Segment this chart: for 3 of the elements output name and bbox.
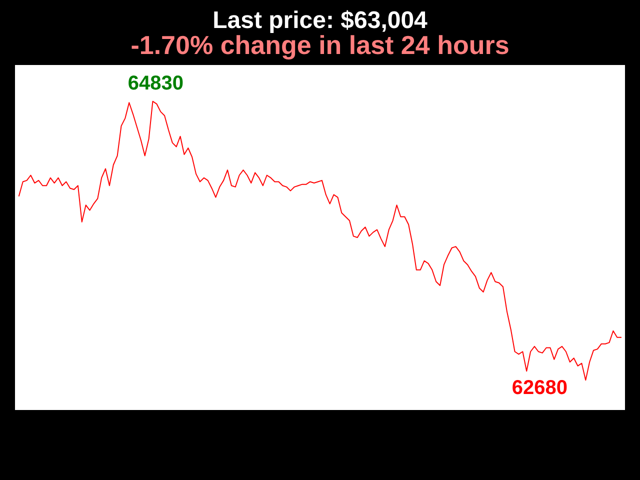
data-label: 64830 — [128, 72, 184, 94]
data-label: 62680 — [512, 377, 568, 400]
chart-title: Last price: $63,004 — [212, 7, 428, 34]
